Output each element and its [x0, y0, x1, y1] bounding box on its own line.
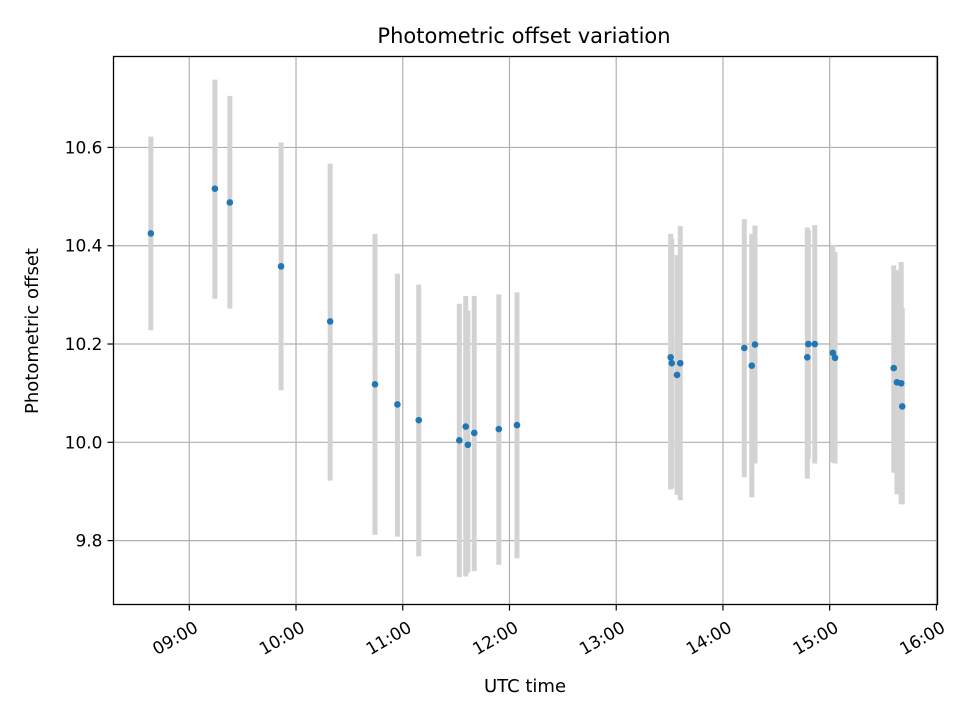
data-point — [751, 341, 759, 348]
x-axis-ticks: 09:00 10:00 11:00 12:00 13:00 14:00 15:00 16:00 — [149, 604, 949, 660]
data-point — [805, 340, 812, 348]
data-points — [147, 185, 906, 449]
x-axis-label: UTC time — [484, 676, 566, 697]
data-point — [464, 441, 472, 449]
data-point — [470, 429, 478, 437]
data-point — [676, 359, 684, 367]
data-point — [668, 359, 676, 367]
data-point — [741, 344, 748, 352]
y-tick-label: 10.0 — [65, 433, 103, 453]
data-point — [513, 421, 521, 429]
data-point — [462, 423, 470, 430]
data-point — [831, 354, 839, 362]
gridlines — [113, 56, 938, 605]
data-point — [326, 318, 334, 325]
error-bars — [148, 79, 905, 577]
data-point — [890, 364, 898, 372]
data-point — [394, 401, 401, 408]
y-tick-label: 10.2 — [65, 335, 103, 355]
x-tick-label: 10:00 — [256, 618, 308, 660]
x-tick-label: 12:00 — [470, 618, 522, 660]
data-point — [811, 340, 819, 348]
y-axis-ticks: 9.8 10.0 10.2 10.4 10.6 — [65, 138, 114, 552]
data-point — [898, 403, 906, 410]
data-point — [226, 199, 234, 206]
data-point — [371, 381, 379, 388]
data-point — [211, 185, 219, 193]
data-point — [415, 416, 423, 424]
x-tick-label: 14:00 — [683, 618, 735, 660]
data-point — [673, 371, 681, 379]
data-point — [277, 263, 285, 270]
chart-title: Photometric offset variation — [377, 24, 670, 48]
y-tick-label: 9.8 — [75, 532, 102, 552]
y-tick-label: 10.6 — [65, 138, 103, 158]
data-point — [748, 362, 756, 369]
x-tick-label: 13:00 — [576, 618, 628, 660]
data-point — [897, 380, 905, 387]
y-axis-label: Photometric offset — [22, 248, 43, 414]
data-point — [829, 349, 837, 357]
data-point — [803, 353, 811, 361]
data-point — [495, 425, 503, 433]
x-tick-label: 09:00 — [149, 618, 201, 660]
x-tick-label: 15:00 — [790, 618, 842, 660]
data-point — [667, 353, 674, 361]
x-tick-label: 11:00 — [363, 618, 415, 660]
data-point — [147, 230, 155, 237]
y-tick-label: 10.4 — [65, 237, 103, 257]
data-point — [456, 437, 463, 444]
plot-frame — [112, 55, 939, 606]
x-tick-label: 16:00 — [896, 618, 948, 660]
